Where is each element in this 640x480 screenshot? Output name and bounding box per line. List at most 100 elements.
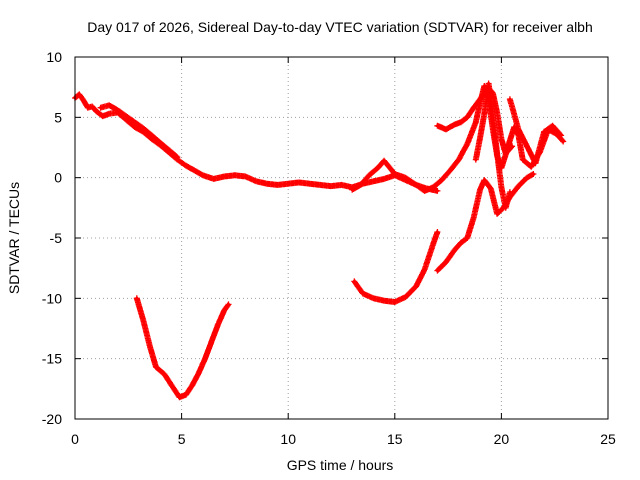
data-point — [101, 114, 105, 118]
data-point — [133, 125, 137, 129]
data-point — [184, 393, 188, 397]
data-point — [116, 108, 120, 112]
data-point — [474, 120, 478, 124]
data-point — [167, 148, 171, 152]
data-point — [192, 168, 196, 172]
data-point — [499, 137, 503, 141]
data-point — [171, 386, 175, 390]
data-point — [141, 126, 145, 130]
data-point — [435, 189, 439, 193]
data-point — [340, 183, 343, 187]
data-point — [431, 185, 435, 189]
data-point — [531, 172, 535, 176]
data-point — [465, 236, 469, 240]
data-point — [393, 300, 397, 304]
data-point — [201, 173, 205, 177]
data-point — [352, 279, 356, 283]
grid — [75, 57, 608, 419]
data-point — [534, 161, 537, 165]
data-point — [393, 172, 397, 176]
data-point — [457, 158, 461, 162]
data-point — [175, 155, 179, 159]
series-trace-right — [506, 96, 565, 167]
data-point — [478, 188, 482, 192]
data-point — [435, 124, 439, 128]
data-point — [141, 318, 145, 322]
data-point — [478, 97, 482, 101]
data-point — [209, 340, 213, 344]
data-point — [77, 92, 81, 96]
data-point — [459, 120, 463, 124]
data-point — [551, 124, 555, 128]
data-point — [444, 127, 448, 131]
data-point — [254, 179, 258, 183]
data-point — [542, 130, 546, 134]
data-point — [465, 115, 469, 119]
y-tick-label: 0 — [54, 170, 62, 186]
data-point — [525, 176, 529, 180]
y-tick-label: -20 — [42, 411, 62, 427]
data-point — [482, 112, 486, 116]
chart-title: Day 017 of 2026, Sidereal Day-to-day VTE… — [87, 19, 593, 35]
data-point — [465, 142, 469, 146]
data-point — [517, 184, 520, 188]
series-layer — [72, 80, 567, 401]
data-point — [382, 177, 386, 181]
data-point — [212, 177, 216, 181]
data-point — [495, 111, 499, 114]
data-point — [190, 383, 194, 387]
x-tick-label: 0 — [71, 431, 79, 447]
data-point — [508, 138, 512, 142]
data-point — [372, 296, 375, 300]
data-point — [489, 187, 493, 190]
data-point — [86, 106, 90, 110]
y-tick-label: -15 — [42, 351, 62, 367]
x-axis-label: GPS time / hours — [287, 457, 394, 473]
data-point — [367, 173, 371, 177]
data-point — [474, 158, 478, 162]
series-trace-low-mid — [351, 229, 441, 305]
data-point — [297, 181, 301, 184]
data-point — [431, 242, 435, 246]
data-point — [197, 371, 201, 375]
series-trace-low-right — [434, 171, 537, 274]
data-point — [107, 112, 111, 116]
data-point — [148, 343, 152, 347]
data-point — [508, 195, 512, 199]
x-tick-label: 5 — [178, 431, 186, 447]
data-point — [495, 152, 499, 155]
data-point — [216, 323, 220, 327]
ticks: 0 5 10 15 20 25 -20 -15 -10 -5 0 5 10 — [42, 49, 616, 447]
data-point — [453, 123, 456, 127]
y-tick-label: -10 — [42, 290, 62, 306]
data-point — [233, 173, 237, 177]
data-point — [286, 182, 290, 186]
data-point — [382, 159, 386, 163]
data-point — [227, 302, 230, 306]
data-point — [178, 395, 181, 399]
data-point — [482, 84, 486, 88]
data-point — [448, 168, 452, 172]
data-point — [517, 127, 520, 131]
x-tick-label: 10 — [280, 431, 296, 447]
data-point — [499, 185, 503, 189]
x-tick-label: 15 — [387, 431, 403, 447]
data-point — [222, 175, 226, 178]
data-point — [453, 248, 456, 252]
x-tick-label: 20 — [494, 431, 510, 447]
data-point — [94, 109, 98, 113]
data-point — [203, 357, 207, 361]
data-point — [133, 120, 137, 124]
data-point — [525, 144, 529, 148]
data-point — [276, 183, 279, 187]
data-point — [222, 308, 226, 312]
data-point — [135, 296, 139, 300]
data-point — [308, 182, 311, 186]
data-point — [478, 136, 482, 140]
data-point — [163, 372, 166, 376]
data-point — [561, 140, 565, 143]
data-point — [350, 188, 354, 192]
data-point — [414, 183, 418, 187]
